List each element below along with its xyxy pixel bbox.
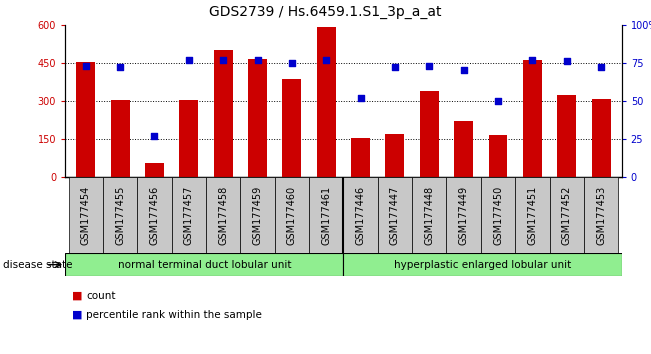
Text: GSM177448: GSM177448 bbox=[424, 185, 434, 245]
Text: GSM177457: GSM177457 bbox=[184, 185, 194, 245]
Bar bbox=[179, 99, 199, 177]
Point bbox=[424, 63, 434, 69]
Text: count: count bbox=[86, 291, 115, 301]
Bar bbox=[412, 177, 447, 253]
Point bbox=[493, 98, 503, 104]
Text: GSM177461: GSM177461 bbox=[321, 185, 331, 245]
Text: GSM177451: GSM177451 bbox=[527, 185, 537, 245]
Text: hyperplastic enlarged lobular unit: hyperplastic enlarged lobular unit bbox=[394, 259, 571, 270]
Text: ■: ■ bbox=[72, 310, 82, 320]
Point bbox=[458, 68, 469, 73]
Text: GSM177456: GSM177456 bbox=[150, 185, 159, 245]
Text: GSM177458: GSM177458 bbox=[218, 185, 228, 245]
Bar bbox=[317, 27, 336, 177]
Point bbox=[149, 133, 159, 139]
Point bbox=[390, 64, 400, 70]
Point bbox=[253, 57, 263, 63]
Bar bbox=[557, 95, 576, 177]
Text: GSM177450: GSM177450 bbox=[493, 185, 503, 245]
Point bbox=[562, 58, 572, 64]
Point bbox=[596, 64, 606, 70]
Bar bbox=[68, 177, 103, 253]
Bar bbox=[344, 253, 622, 276]
Bar bbox=[351, 138, 370, 177]
Text: GSM177459: GSM177459 bbox=[253, 185, 262, 245]
Bar bbox=[454, 121, 473, 177]
Bar bbox=[488, 135, 508, 177]
Bar bbox=[76, 62, 95, 177]
Text: GDS2739 / Hs.6459.1.S1_3p_a_at: GDS2739 / Hs.6459.1.S1_3p_a_at bbox=[209, 5, 442, 19]
Bar bbox=[584, 177, 618, 253]
Text: GSM177454: GSM177454 bbox=[81, 185, 90, 245]
Point bbox=[286, 60, 297, 66]
Bar bbox=[145, 163, 164, 177]
Bar bbox=[65, 253, 344, 276]
Point bbox=[527, 57, 538, 63]
Bar bbox=[275, 177, 309, 253]
Bar bbox=[214, 50, 232, 177]
Bar bbox=[447, 177, 481, 253]
Bar bbox=[103, 177, 137, 253]
Point bbox=[218, 57, 229, 63]
Point bbox=[184, 57, 194, 63]
Bar bbox=[309, 177, 344, 253]
Bar bbox=[111, 99, 130, 177]
Bar bbox=[240, 177, 275, 253]
Text: GSM177447: GSM177447 bbox=[390, 185, 400, 245]
Text: GSM177452: GSM177452 bbox=[562, 185, 572, 245]
Bar bbox=[378, 177, 412, 253]
Bar bbox=[206, 177, 240, 253]
Bar bbox=[523, 60, 542, 177]
Bar bbox=[137, 177, 172, 253]
Point bbox=[321, 57, 331, 63]
Bar bbox=[172, 177, 206, 253]
Bar bbox=[549, 177, 584, 253]
Text: percentile rank within the sample: percentile rank within the sample bbox=[86, 310, 262, 320]
Bar bbox=[343, 177, 378, 253]
Text: ■: ■ bbox=[72, 291, 82, 301]
Text: GSM177460: GSM177460 bbox=[287, 185, 297, 245]
Text: GSM177453: GSM177453 bbox=[596, 185, 606, 245]
Bar bbox=[420, 91, 439, 177]
Text: disease state: disease state bbox=[3, 259, 73, 270]
Bar bbox=[283, 79, 301, 177]
Text: GSM177455: GSM177455 bbox=[115, 185, 125, 245]
Bar bbox=[515, 177, 549, 253]
Bar bbox=[248, 59, 267, 177]
Text: normal terminal duct lobular unit: normal terminal duct lobular unit bbox=[117, 259, 291, 270]
Point bbox=[81, 63, 91, 69]
Text: GSM177446: GSM177446 bbox=[355, 185, 366, 245]
Point bbox=[355, 95, 366, 101]
Bar bbox=[385, 135, 404, 177]
Point bbox=[115, 64, 125, 70]
Bar bbox=[481, 177, 515, 253]
Text: GSM177449: GSM177449 bbox=[459, 185, 469, 245]
Bar bbox=[592, 99, 611, 177]
